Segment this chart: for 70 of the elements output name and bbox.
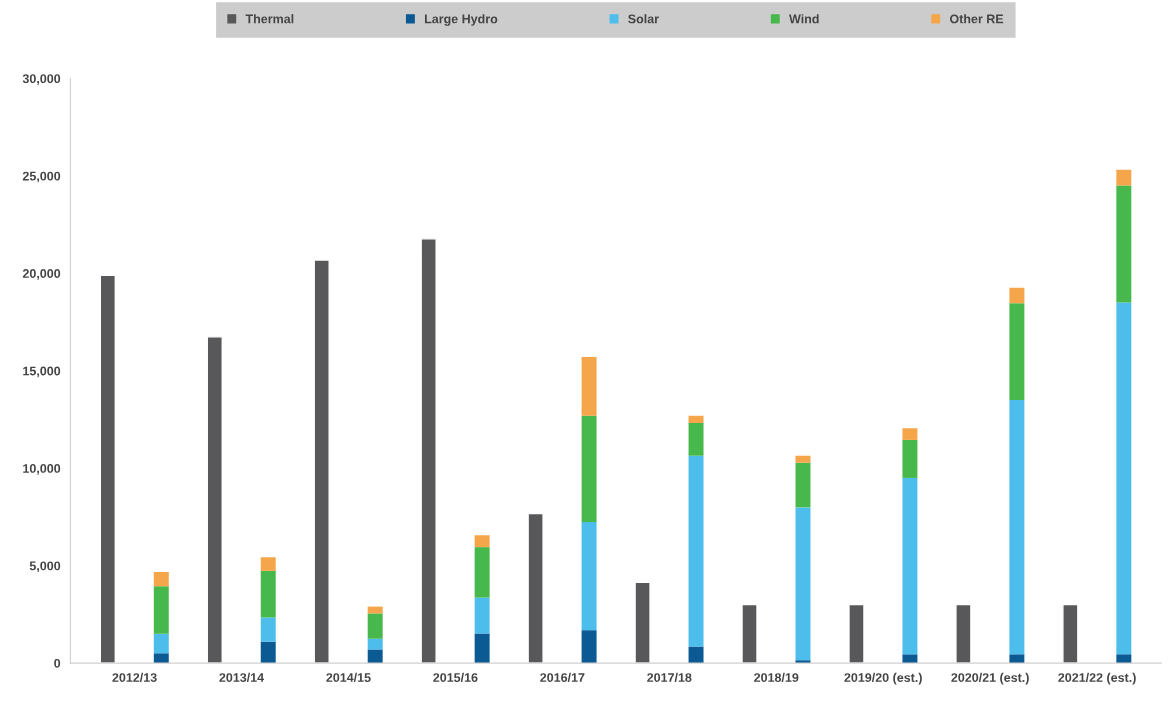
bar bbox=[1116, 302, 1132, 655]
bar bbox=[902, 428, 918, 440]
bar bbox=[260, 570, 276, 618]
x-tick-label: 2019/20 (est.) bbox=[844, 672, 922, 685]
bar bbox=[848, 603, 865, 664]
bar bbox=[902, 654, 918, 664]
bar bbox=[795, 507, 811, 661]
bar bbox=[474, 633, 490, 664]
bar bbox=[260, 557, 276, 571]
y-tick-label: 5,000 bbox=[29, 561, 61, 573]
bar bbox=[688, 646, 704, 664]
x-tick-label: 2020/21 (est.) bbox=[951, 672, 1029, 685]
bar bbox=[688, 422, 704, 456]
legend-label: Other RE bbox=[949, 14, 1004, 24]
x-tick-label: 2016/17 bbox=[540, 672, 585, 683]
x-tick-label: 2018/19 bbox=[754, 672, 799, 683]
bar bbox=[581, 415, 597, 522]
y-tick-label: 25,000 bbox=[22, 171, 61, 183]
bar bbox=[688, 455, 704, 647]
bar bbox=[153, 586, 169, 634]
bar bbox=[1009, 399, 1025, 655]
x-tick-label: 2012/13 bbox=[112, 672, 157, 683]
bar bbox=[1009, 303, 1025, 400]
x-tick-label: 2021/22 (est.) bbox=[1058, 672, 1136, 685]
legend-label: Wind bbox=[789, 14, 819, 24]
bar bbox=[1062, 603, 1079, 664]
bar bbox=[99, 274, 116, 664]
bar bbox=[902, 477, 918, 655]
y-tick-label: 20,000 bbox=[22, 269, 61, 280]
bar bbox=[1116, 654, 1132, 664]
x-tick-label: 2014/15 bbox=[326, 672, 371, 683]
bar bbox=[1009, 287, 1025, 304]
bar bbox=[153, 571, 169, 587]
bar bbox=[367, 613, 383, 639]
bar bbox=[527, 512, 544, 664]
bar bbox=[153, 653, 169, 664]
legend-label: Large Hydro bbox=[424, 14, 498, 26]
bar bbox=[313, 259, 330, 664]
bar bbox=[474, 597, 490, 634]
bar bbox=[795, 455, 811, 463]
bar bbox=[153, 633, 169, 654]
y-tick-label: 30,000 bbox=[22, 74, 61, 85]
bar bbox=[581, 356, 597, 416]
x-tick-label: 2015/16 bbox=[433, 672, 478, 683]
legend-label: Solar bbox=[628, 14, 659, 24]
bar bbox=[902, 439, 918, 478]
bar bbox=[474, 547, 490, 598]
bar bbox=[260, 641, 276, 664]
bar bbox=[1116, 185, 1132, 303]
bar bbox=[260, 617, 276, 642]
y-tick-label: 0 bbox=[54, 658, 61, 668]
bar bbox=[206, 336, 223, 664]
bar bbox=[1116, 169, 1132, 186]
x-tick-label: 2017/18 bbox=[647, 672, 692, 683]
legend-label: Thermal bbox=[245, 14, 294, 24]
bar bbox=[955, 603, 972, 664]
bar bbox=[420, 238, 437, 664]
bar bbox=[581, 521, 597, 631]
bar bbox=[688, 415, 704, 423]
bar bbox=[795, 462, 811, 508]
x-tick-label: 2013/14 bbox=[219, 672, 265, 683]
bar bbox=[474, 535, 490, 548]
bar bbox=[581, 630, 597, 664]
y-tick-label: 15,000 bbox=[23, 366, 61, 378]
y-tick-label: 10,000 bbox=[23, 464, 61, 475]
bar bbox=[367, 649, 383, 664]
bar bbox=[741, 603, 758, 664]
bar bbox=[634, 581, 651, 664]
bar bbox=[367, 638, 383, 650]
bar bbox=[1009, 654, 1025, 664]
